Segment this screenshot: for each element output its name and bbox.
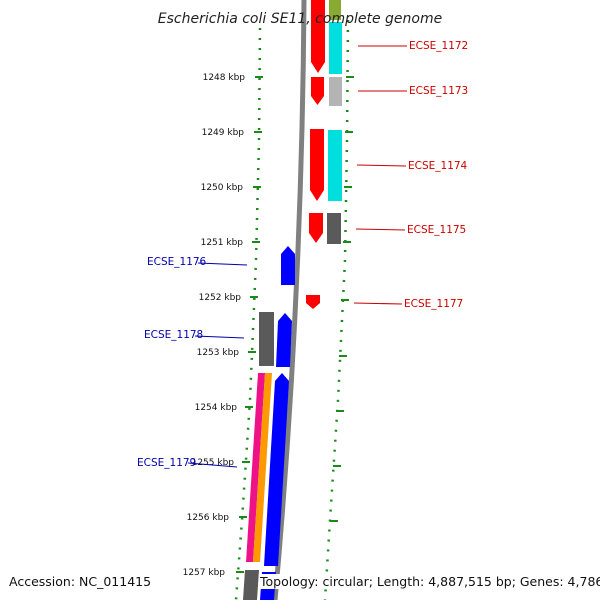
cyan-track-segment[interactable] xyxy=(329,22,342,74)
tick-label: 1250 kbp xyxy=(201,183,244,193)
label-leader-line xyxy=(355,228,406,231)
label-leader-line xyxy=(197,262,248,266)
reverse-gene-labels: ECSE_1176 ECSE_1178 ECSE_1179 xyxy=(137,256,248,469)
gene-arrow-ecse-1177[interactable] xyxy=(306,295,320,309)
tick-label: 1255 kbp xyxy=(192,458,235,468)
gene-arrow-ecse-1179[interactable] xyxy=(264,373,289,566)
orange-track-segment[interactable] xyxy=(253,373,272,562)
gene-label-ecse-1173[interactable]: ECSE_1173 xyxy=(409,85,468,97)
gene-arrow-ecse-1172[interactable] xyxy=(311,0,325,73)
gene-label-ecse-1174[interactable]: ECSE_1174 xyxy=(408,160,468,172)
darkgray-track-segment[interactable] xyxy=(259,312,274,366)
tick-label: 1249 kbp xyxy=(202,128,245,138)
tick-label: 1251 kbp xyxy=(201,238,244,248)
tick-label: 1253 kbp xyxy=(197,348,240,358)
label-leader-line xyxy=(353,302,403,305)
gene-arrow-ecse-1176[interactable] xyxy=(281,246,295,285)
cyan-track-segment[interactable] xyxy=(328,130,342,201)
darkgray-track-segment[interactable] xyxy=(327,213,341,244)
gene-label-ecse-1178[interactable]: ECSE_1178 xyxy=(144,329,203,341)
tick-marks xyxy=(236,76,354,573)
darkgray-track-segment[interactable] xyxy=(243,570,259,600)
magenta-track-segment[interactable] xyxy=(246,373,265,562)
gene-arrow-ecse-1178[interactable] xyxy=(276,313,292,367)
gene-label-ecse-1177[interactable]: ECSE_1177 xyxy=(404,298,463,310)
lightgray-track-segment[interactable] xyxy=(329,77,342,106)
right-dotted-guide xyxy=(323,19,350,600)
gene-arrow-ecse-1175[interactable] xyxy=(309,213,323,243)
map-title: Escherichia coli SE11, complete genome xyxy=(158,11,442,27)
accession-text: Accession: NC_011415 xyxy=(9,574,152,589)
gene-label-ecse-1176[interactable]: ECSE_1176 xyxy=(147,256,207,268)
tick-label: 1248 kbp xyxy=(203,73,246,83)
forward-gene-labels: ECSE_1172 ECSE_1173 ECSE_1174 ECSE_1175 … xyxy=(353,40,468,310)
reverse-feature-tracks xyxy=(243,312,274,600)
genome-backbone xyxy=(272,0,307,600)
topology-text: Topology: circular; Length: 4,887,515 bp… xyxy=(260,574,600,589)
tick-label: 1252 kbp xyxy=(199,293,242,303)
label-leader-line xyxy=(187,462,238,468)
label-leader-line xyxy=(356,164,407,167)
gene-label-ecse-1175[interactable]: ECSE_1175 xyxy=(407,224,466,236)
tick-label: 1257 kbp xyxy=(183,568,226,578)
olive-track-segment[interactable] xyxy=(329,0,341,20)
tick-label: 1256 kbp xyxy=(187,513,230,523)
dotted-guide-lines xyxy=(234,19,350,600)
gene-arrow-ecse-1173[interactable] xyxy=(311,77,324,105)
gene-label-ecse-1172[interactable]: ECSE_1172 xyxy=(409,40,468,52)
gene-label-ecse-1179[interactable]: ECSE_1179 xyxy=(137,457,196,469)
forward-feature-tracks xyxy=(327,0,342,244)
tick-labels: 1248 kbp 1249 kbp 1250 kbp 1251 kbp 1252… xyxy=(183,73,246,578)
tick-label: 1254 kbp xyxy=(195,403,238,413)
forward-genes xyxy=(306,0,325,309)
label-leader-line xyxy=(194,335,245,339)
gene-arrow-ecse-1174[interactable] xyxy=(310,129,324,201)
